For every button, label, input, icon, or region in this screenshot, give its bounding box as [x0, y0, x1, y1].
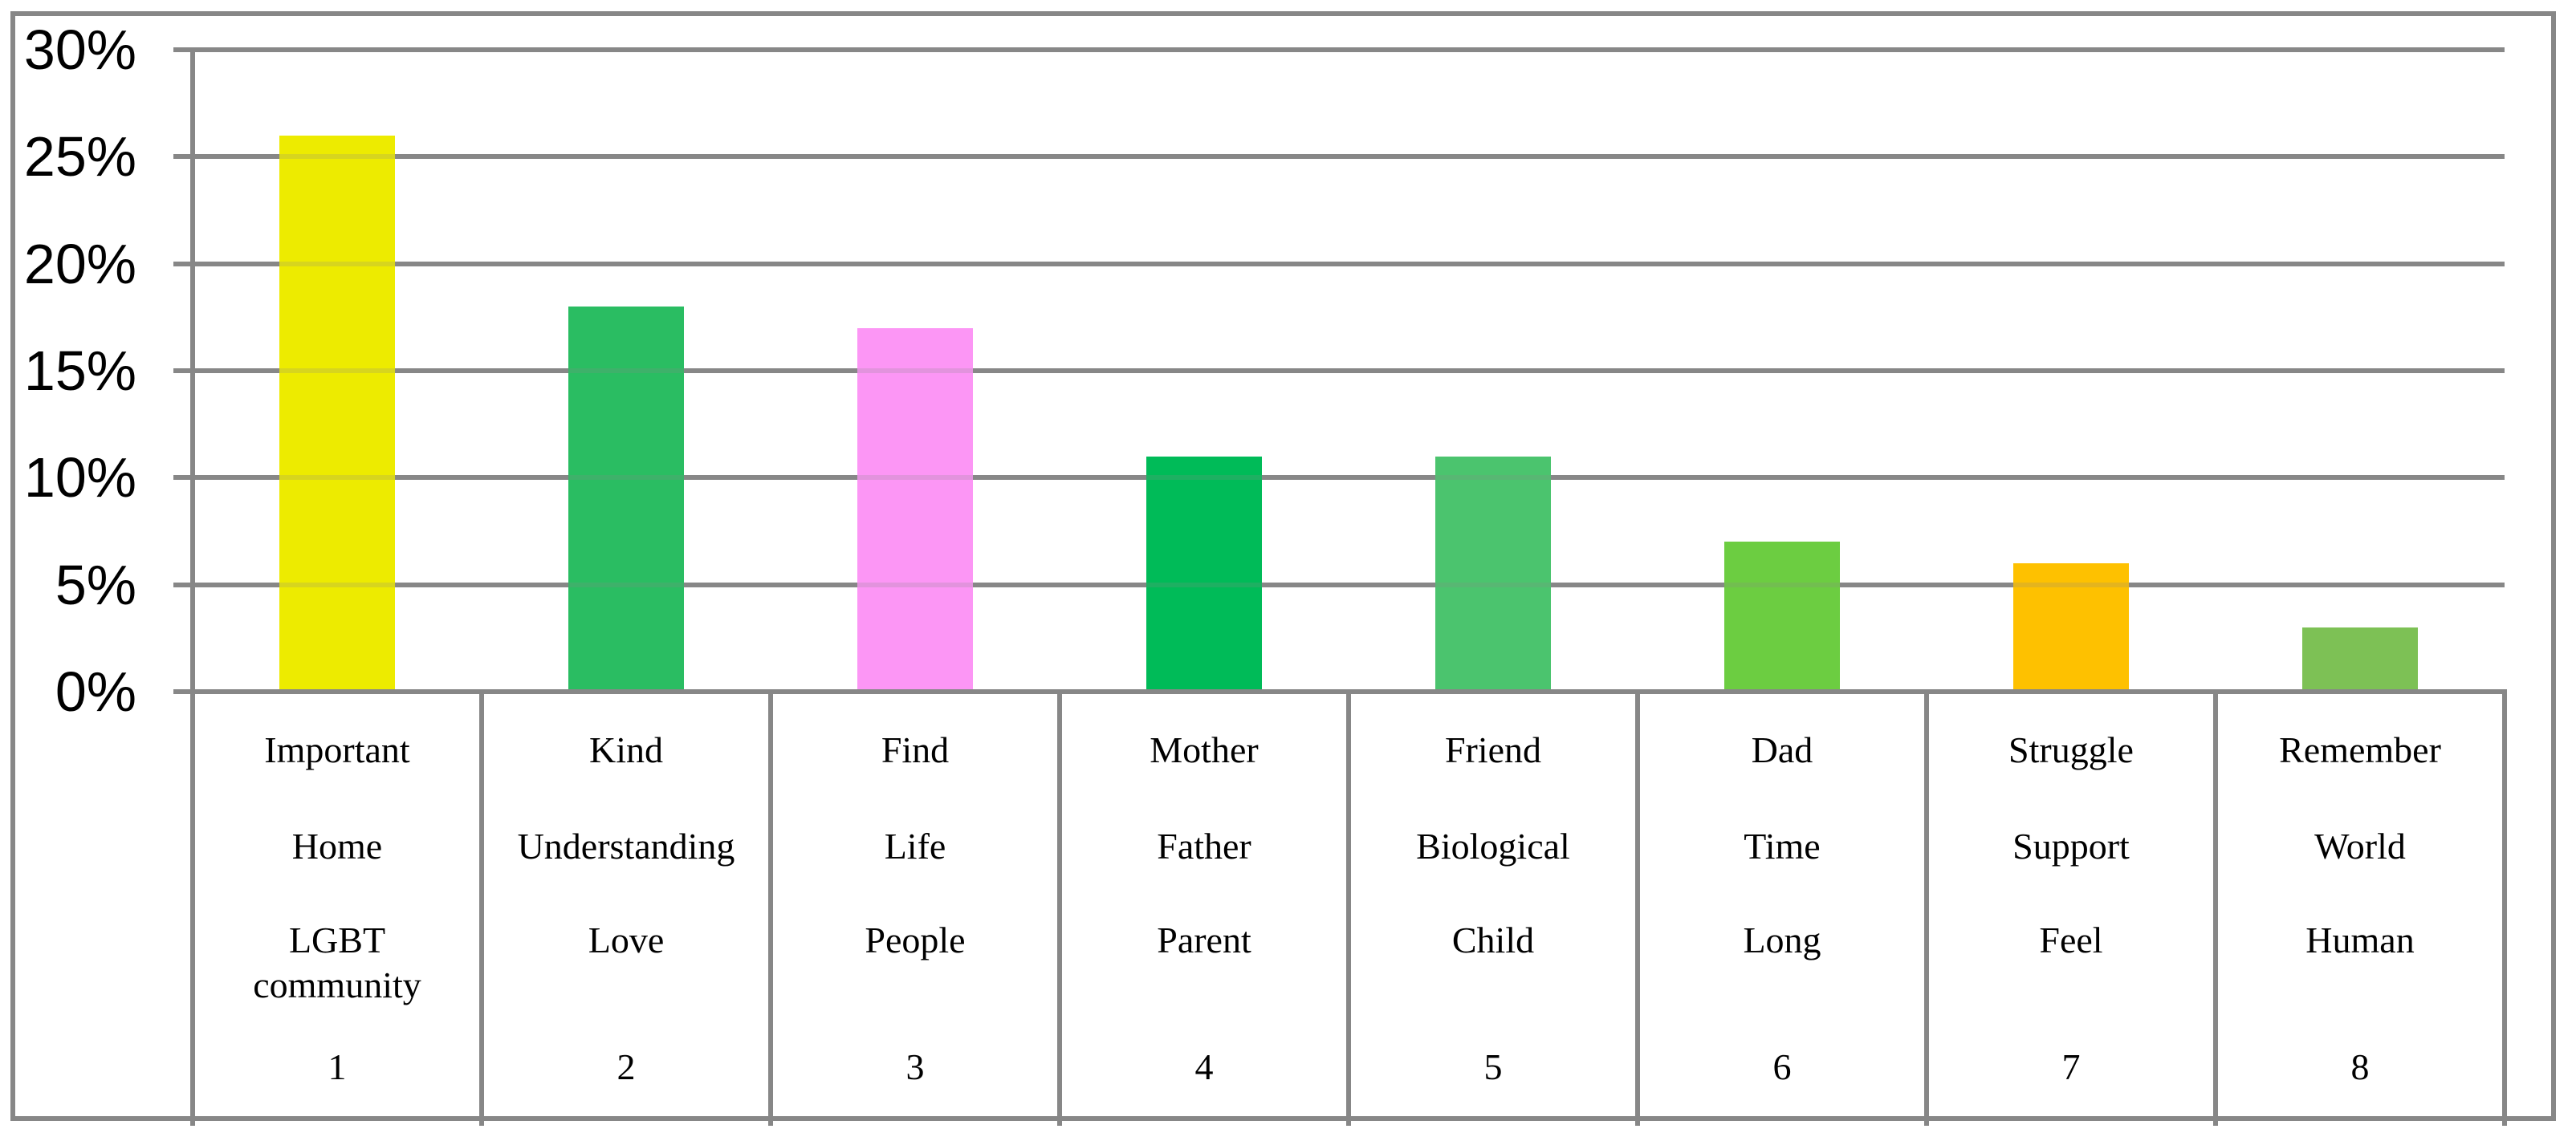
gridline-30pct — [173, 47, 2505, 52]
category-label-word: Struggle — [2008, 729, 2134, 770]
y-axis-tick-label: 25% — [23, 125, 136, 189]
gridline-through-bar — [279, 475, 395, 481]
gridline-through-bar — [279, 154, 395, 160]
category-label-word: Important — [264, 729, 410, 770]
category-number: 3 — [905, 1046, 925, 1087]
category-cell-border — [1346, 689, 1351, 1126]
category-cell-7: Struggle Support Feel 7 — [1927, 694, 2216, 1128]
category-label-word: Feel — [2039, 920, 2103, 960]
category-label-word: Human — [2305, 920, 2415, 960]
gridline-through-bar — [568, 368, 684, 373]
category-cell-border — [1057, 689, 1062, 1126]
gridline-25pct — [173, 154, 2505, 160]
category-label-word: Find — [881, 729, 950, 770]
category-number: 5 — [1483, 1046, 1503, 1087]
category-number: 7 — [2061, 1046, 2081, 1087]
gridline-through-bar — [857, 367, 973, 373]
y-axis-tick-label: 20% — [23, 232, 136, 295]
chart-outer-border — [10, 11, 2556, 1121]
gridline-5pct — [173, 582, 2505, 587]
gridline-through-bar — [279, 582, 395, 587]
category-label-word: LGBT community — [253, 920, 421, 1005]
gridline-20pct — [173, 261, 2505, 266]
category-cell-border — [2213, 689, 2218, 1126]
gridline-15pct — [173, 368, 2505, 373]
gridline-through-bar — [857, 582, 973, 587]
gridline-through-bar — [1146, 582, 1262, 587]
category-cell-1: Important Home LGBT community 1 — [193, 694, 482, 1128]
category-number: 1 — [328, 1046, 347, 1087]
gridline-through-bar — [1724, 582, 1840, 587]
y-axis-tick-label: 10% — [23, 446, 136, 510]
bar-category-6 — [1724, 542, 1840, 692]
category-cell-border — [768, 689, 773, 1126]
gridline-through-bar — [1435, 582, 1551, 587]
category-label-word: Understanding — [517, 826, 735, 867]
category-label-word: Life — [884, 826, 946, 867]
y-axis-tick-label: 0% — [55, 660, 136, 723]
category-label-word: Dad — [1751, 729, 1813, 770]
category-label-word: Home — [291, 826, 383, 867]
category-label-word: People — [865, 920, 966, 960]
y-axis-tick-label: 5% — [55, 553, 136, 616]
category-cell-border — [1635, 689, 1640, 1126]
category-cell-3: Find Life People 3 — [771, 694, 1060, 1128]
gridline-through-bar — [279, 261, 395, 266]
bar-category-7 — [2013, 563, 2129, 692]
category-cell-8: Remember World Human 8 — [2216, 694, 2505, 1128]
gridline-10pct — [173, 475, 2505, 481]
category-number: 6 — [1772, 1046, 1792, 1087]
category-label-word: World — [2314, 826, 2406, 867]
category-cell-2: Kind Understanding Love 2 — [482, 694, 771, 1128]
category-number: 8 — [2350, 1046, 2370, 1087]
gridline-through-bar — [568, 582, 684, 587]
category-label-word: Support — [2012, 826, 2130, 867]
category-label-word: Child — [1451, 920, 1535, 960]
bar-category-4 — [1146, 456, 1262, 692]
category-label-word: Love — [588, 920, 665, 960]
y-axis-tick-label: 15% — [23, 339, 136, 402]
bar-category-5 — [1435, 456, 1551, 692]
category-label-word: Mother — [1150, 729, 1259, 770]
y-axis-tick-label: 30% — [23, 18, 136, 81]
bar-category-3 — [857, 327, 973, 692]
category-cell-border — [190, 689, 195, 1126]
gridline-through-bar — [279, 367, 395, 373]
bar-category-2 — [568, 307, 684, 692]
category-label-word: Friend — [1444, 729, 1542, 770]
gridline-through-bar — [1146, 475, 1262, 481]
gridline-through-bar — [2013, 582, 2129, 587]
category-label-word: Remember — [2279, 729, 2441, 770]
category-label-word: Father — [1157, 826, 1251, 867]
gridline-through-bar — [568, 475, 684, 481]
category-cell-4: Mother Father Parent 4 — [1060, 694, 1349, 1128]
category-cell-5: Friend Biological Child 5 — [1349, 694, 1638, 1128]
category-label-word: Biological — [1416, 826, 1570, 867]
bar-category-8 — [2302, 627, 2418, 692]
category-cell-border — [2502, 689, 2507, 1126]
category-label-word: Kind — [589, 729, 663, 770]
category-label-word: Time — [1744, 826, 1821, 867]
gridline-through-bar — [1435, 475, 1551, 481]
category-cell-border — [479, 689, 484, 1126]
x-axis-baseline — [173, 689, 2505, 694]
category-number: 4 — [1194, 1046, 1214, 1087]
category-label-word: Long — [1743, 920, 1821, 960]
category-cell-border — [1924, 689, 1929, 1126]
category-cell-6: Dad Time Long 6 — [1638, 694, 1927, 1128]
bar-category-1 — [279, 135, 395, 692]
category-label-word: Parent — [1157, 920, 1251, 960]
category-number: 2 — [617, 1046, 636, 1087]
gridline-through-bar — [857, 475, 973, 481]
